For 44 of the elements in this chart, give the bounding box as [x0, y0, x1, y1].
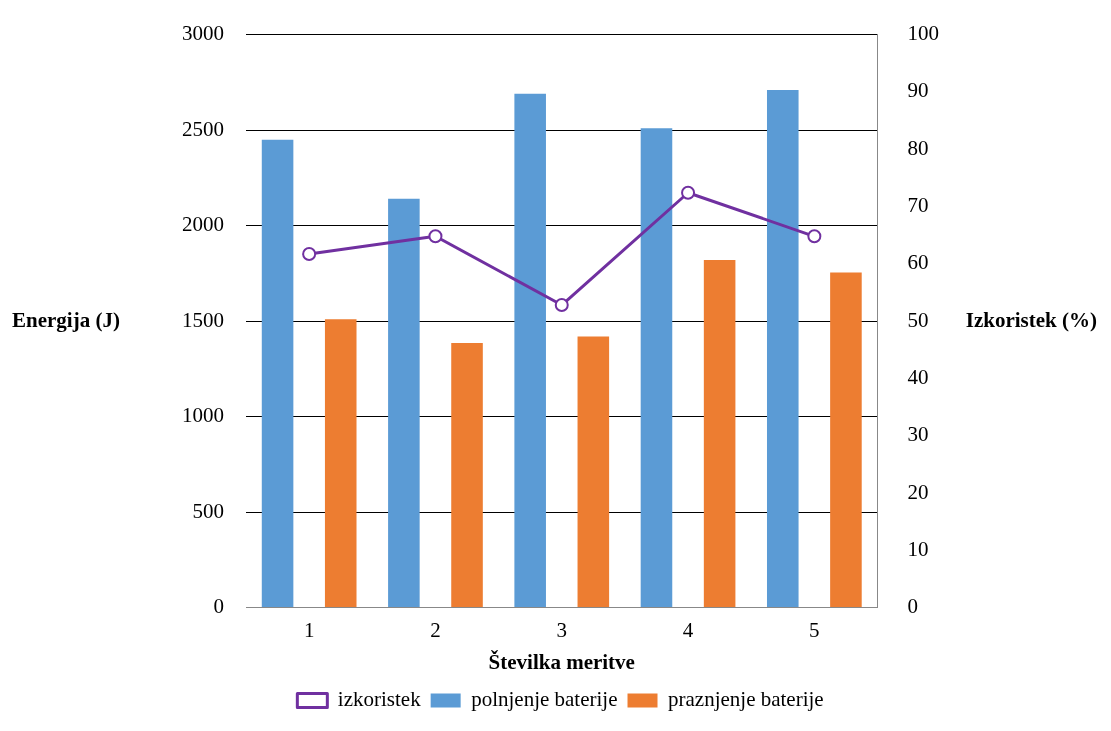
- y-tick-label: 1000: [182, 403, 224, 428]
- bar: [830, 272, 862, 608]
- y2-tick-label: 10: [907, 536, 929, 561]
- y2-tick-label: 100: [907, 21, 939, 46]
- y2-tick-label: 60: [907, 250, 929, 275]
- y2-axis-title: Izkoristek (%): [965, 307, 1097, 332]
- bar: [451, 343, 483, 608]
- y2-tick-label: 50: [907, 307, 929, 332]
- y-tick-label: 2500: [182, 116, 224, 141]
- y-tick-label: 0: [213, 594, 224, 619]
- x-axis-title: Številka meritve: [488, 649, 635, 674]
- x-tick-label: 2: [430, 617, 441, 642]
- point: [428, 229, 443, 244]
- y-tick-label: 500: [192, 498, 224, 523]
- point: [302, 247, 317, 262]
- y2-tick-label: 0: [907, 594, 918, 619]
- bar: [324, 319, 357, 608]
- y-tick-label: 2000: [182, 212, 224, 237]
- legend-label: praznjenje baterije: [668, 687, 824, 712]
- y2-tick-label: 70: [907, 193, 929, 218]
- point: [807, 229, 822, 244]
- bar: [703, 259, 736, 608]
- x-tick-label: 3: [556, 617, 567, 642]
- y-tick-label: 3000: [182, 21, 224, 46]
- y2-tick-label: 90: [907, 78, 929, 103]
- y-axis-title: Energija (J): [12, 307, 120, 332]
- y2-tick-label: 30: [907, 422, 929, 447]
- bar: [640, 128, 673, 608]
- legend-label: izkoristek: [337, 687, 422, 712]
- x-tick-label: 5: [809, 617, 820, 642]
- legend-label: polnjenje baterije: [471, 687, 618, 712]
- y2-tick-label: 80: [907, 135, 929, 160]
- bar: [514, 93, 546, 608]
- bar: [577, 336, 610, 608]
- bar: [261, 139, 294, 608]
- x-tick-label: 4: [682, 617, 694, 642]
- bar: [388, 198, 420, 608]
- bar: [766, 89, 799, 608]
- point: [554, 298, 569, 313]
- y2-tick-label: 20: [907, 479, 929, 504]
- x-tick-label: 1: [303, 617, 315, 642]
- y-tick-label: 1500: [182, 307, 224, 332]
- y2-tick-label: 40: [907, 364, 929, 389]
- point: [681, 185, 696, 200]
